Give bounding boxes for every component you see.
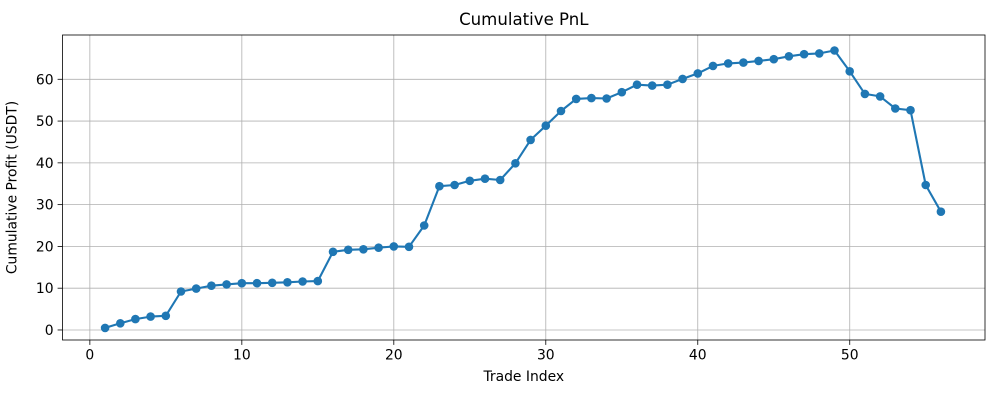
y-tick-label: 30	[36, 198, 54, 214]
data-point-marker	[419, 221, 429, 230]
data-point-marker	[587, 93, 596, 103]
data-point-marker	[222, 280, 231, 289]
data-point-marker	[860, 89, 870, 99]
data-point-marker	[313, 276, 323, 286]
data-point-marker	[343, 245, 353, 255]
data-point-marker	[708, 61, 718, 71]
data-point-marker	[237, 278, 247, 288]
data-point-marker	[891, 104, 900, 113]
x-axis-label: Trade Index	[482, 369, 564, 385]
data-point-marker	[617, 87, 627, 97]
data-point-marker	[647, 81, 657, 90]
x-tick-label: 0	[85, 347, 94, 363]
data-point-marker	[283, 278, 292, 287]
data-point-marker	[815, 49, 824, 58]
data-point-marker	[739, 58, 748, 67]
data-point-marker	[663, 80, 672, 89]
y-tick-label: 50	[36, 114, 54, 130]
data-point-marker	[921, 180, 930, 190]
data-point-marker	[328, 247, 338, 257]
data-point-marker	[602, 94, 611, 103]
data-point-marker	[556, 106, 566, 116]
x-tick-label: 40	[689, 347, 707, 363]
data-point-marker	[693, 69, 703, 78]
data-point-marker	[450, 180, 459, 190]
data-point-marker	[754, 56, 763, 66]
chart-title: Cumulative PnL	[459, 10, 589, 29]
axis-ticks: 0 10 20 30 40 50 0 10 20 30 40 50 60	[36, 72, 859, 363]
x-tick-label: 20	[385, 347, 403, 363]
data-point-marker	[146, 312, 155, 321]
data-point-marker	[207, 281, 216, 291]
x-tick-label: 30	[537, 347, 555, 363]
data-point-marker	[252, 278, 262, 288]
data-point-marker	[116, 319, 125, 328]
data-point-marker	[389, 242, 399, 251]
y-tick-label: 20	[36, 239, 54, 255]
data-point-marker	[161, 311, 171, 321]
data-point-marker	[875, 92, 885, 101]
y-tick-label: 0	[45, 323, 54, 339]
data-point-marker	[359, 245, 368, 254]
data-point-marker	[465, 176, 475, 186]
data-point-marker	[267, 278, 277, 288]
data-point-marker	[784, 52, 794, 61]
data-point-marker	[571, 94, 581, 104]
x-tick-label: 50	[841, 347, 859, 363]
y-axis-label: Cumulative Profit (USDT)	[5, 101, 21, 274]
data-point-marker	[769, 54, 779, 64]
data-point-marker	[404, 242, 414, 252]
data-point-marker	[191, 284, 201, 293]
data-point-marker	[298, 277, 307, 286]
data-point-marker	[480, 174, 490, 183]
data-point-marker	[511, 159, 520, 168]
data-point-marker	[632, 80, 642, 89]
pnl-series	[100, 46, 946, 333]
data-point-marker	[723, 59, 733, 68]
data-point-marker	[906, 105, 915, 115]
pnl-line	[104, 49, 942, 329]
data-point-marker	[799, 49, 809, 59]
data-point-marker	[678, 74, 687, 84]
y-tick-label: 60	[36, 72, 54, 88]
plot-border	[62, 34, 986, 341]
x-tick-label: 10	[233, 347, 251, 363]
data-point-marker	[435, 181, 444, 191]
y-tick-label: 40	[36, 156, 54, 172]
data-point-marker	[830, 46, 839, 55]
data-point-marker	[374, 243, 383, 252]
data-point-marker	[176, 287, 186, 296]
gridlines	[62, 35, 985, 340]
data-point-marker	[131, 314, 140, 324]
data-point-marker	[541, 121, 551, 130]
data-point-marker	[526, 135, 535, 145]
y-tick-label: 10	[36, 281, 54, 297]
data-point-marker	[100, 323, 110, 333]
data-point-marker	[495, 175, 505, 185]
data-point-marker	[936, 207, 946, 216]
data-point-marker	[845, 67, 854, 76]
